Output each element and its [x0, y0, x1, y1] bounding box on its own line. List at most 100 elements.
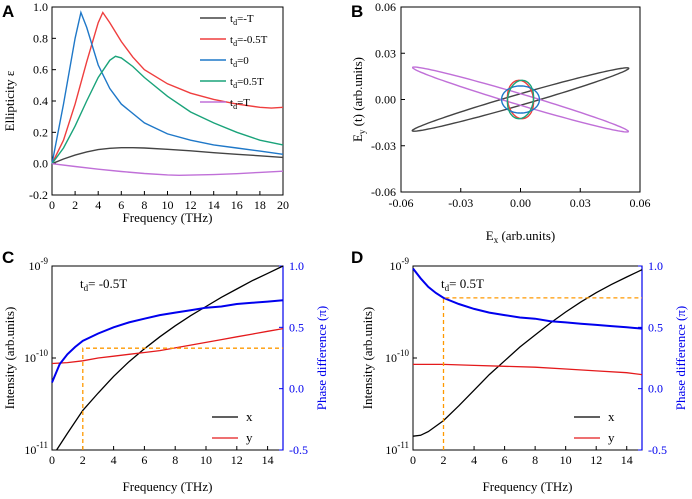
panel-b-xtick-label: 0.03: [570, 196, 591, 210]
panel-c-ytick-right-label: -0.5: [289, 443, 308, 457]
panel-d-series-y: [413, 363, 643, 376]
panel-c-series-x: [56, 265, 284, 451]
panel-letter-b: B: [351, 2, 363, 21]
panel-d-xtick-label: 4: [471, 453, 477, 467]
panel-d-ylabel-left: Intensity (arb.units): [360, 307, 375, 410]
panel-a-ytick-label: 0.4: [33, 94, 48, 108]
panel-d-ytick-exp: -10: [397, 348, 409, 358]
panel-c-ytick-left-label: 10-11: [24, 440, 48, 457]
panel-c-annotation: td= -0.5T: [80, 276, 127, 293]
panel-d-ytick-exp: -11: [397, 440, 409, 450]
panel-a-ytick-label: -0.2: [29, 188, 48, 202]
panel-a-xtick-label: 18: [254, 198, 266, 212]
panel-a-legend-label-3: td=0.5T: [230, 76, 264, 90]
legend-value: =T: [237, 97, 250, 109]
panel-c-ytick-right-label: 0.5: [289, 320, 304, 334]
panel-a-legend-label-0: td=-T: [230, 13, 254, 27]
panel-d-xlabel: Frequency (THz): [483, 479, 573, 494]
panel-d-ytick-right-label: 1.0: [648, 259, 663, 273]
panel-d-series-x: [412, 269, 643, 437]
panel-c-ytick-base: 10: [24, 443, 36, 457]
panel-c-ytick-right-label: 0.0: [289, 382, 304, 396]
panel-d-legend-label-x: x: [608, 409, 615, 424]
panel-c-series-guide: [82, 347, 283, 450]
legend-t: t: [230, 34, 233, 46]
panel-b-ylabel-sub: y: [357, 129, 367, 134]
panel-b-xlabel-sub: x: [494, 235, 499, 245]
panel-a-xtick-label: 0: [49, 198, 55, 212]
panel-a-ytick-label: 0.2: [33, 125, 48, 139]
panel-b-trajectory-0: [411, 67, 630, 132]
panel-c-xtick-label: 14: [262, 453, 274, 467]
panel-c-ylabel-left: Intensity (arb.units): [2, 307, 17, 410]
legend-t: t: [230, 76, 233, 88]
panel-a-xtick-label: 8: [141, 198, 147, 212]
panel-d-xtick-label: 10: [560, 453, 572, 467]
panel-c-ytick-exp: -11: [36, 440, 48, 450]
panel-b-xtick-label: -0.03: [448, 196, 473, 210]
legend-d: d: [233, 81, 237, 90]
panel-d-xtick-label: 8: [532, 453, 538, 467]
panel-d-intensity-phase-chart: 0 2 4 6 8 10 12 1410-1110-1010-9-0.50.00.51.0Fr…: [360, 256, 688, 494]
legend-t: t: [230, 13, 233, 25]
panel-b-xtick-label: 0.06: [630, 196, 651, 210]
panel-d-series-guide: [442, 297, 642, 450]
panel-c-xlabel: Frequency (THz): [123, 479, 213, 494]
panel-c-annotation-rest: = -0.5T: [88, 276, 127, 291]
panel-a-series-line-3: [51, 55, 284, 165]
legend-value: =-0.5T: [237, 34, 268, 46]
panel-c-ytick-left-label: 10-10: [24, 348, 48, 365]
panel-d-ytick-left-label: 10-9: [390, 256, 410, 273]
panel-d-ytick-right-label: -0.5: [648, 443, 667, 457]
panel-d-annotation-main: t: [441, 276, 445, 291]
panel-c-ytick-exp: -10: [36, 348, 48, 358]
panel-c-xtick-label: 4: [111, 453, 117, 467]
legend-d: d: [233, 60, 237, 69]
panel-a-xtick-label: 14: [208, 198, 220, 212]
panel-letter-a: A: [2, 2, 14, 21]
panel-b-trajectory-1: [412, 66, 629, 133]
panel-d-ytick-base: 10: [390, 259, 402, 273]
panel-c-ytick-base: 10: [24, 351, 36, 365]
legend-t: t: [230, 55, 233, 67]
panel-c-xtick-label: 0: [49, 453, 55, 467]
panel-b-ylabel-main: E: [350, 134, 365, 142]
panel-c-ytick-left-label: 10-9: [29, 256, 49, 273]
panel-d-xtick-label: 2: [441, 453, 447, 467]
panel-d-annotation-sub: d: [445, 283, 450, 293]
panel-c-annotation-sub: d: [84, 283, 89, 293]
panel-d-ytick-right-label: 0.5: [648, 320, 663, 334]
panel-a-ytick-label: 0.0: [33, 157, 48, 171]
panel-b-ytick-label: 0.00: [375, 93, 396, 107]
panel-a-legend-label-1: td=-0.5T: [230, 34, 268, 48]
panel-d-xtick-label: 0: [410, 453, 416, 467]
panel-b-xlabel: Ex (arb.units): [486, 228, 556, 245]
panel-c-ylabel-right: Phase difference (π): [314, 306, 329, 411]
panel-d-ytick-base: 10: [385, 443, 397, 457]
panel-a-xtick-label: 12: [185, 198, 197, 212]
legend-t: t: [230, 97, 233, 109]
legend-d: d: [233, 102, 237, 111]
panel-b-ytick-label: 0.06: [375, 0, 396, 14]
panel-b-field-trajectory-chart: -0.06 -0.03 0.00 0.03 0.06 -0.06 -0.03 0.00 0.03…: [350, 0, 651, 245]
panel-letter-d: D: [351, 248, 363, 267]
panel-a-ytick-label: 0.8: [33, 31, 48, 45]
panel-a-ellipticity-chart: 0 2 4 6 8 10 12 14 16 18 20 -0.2 0.0 0.2 0.4 0.6 0.8 1.0 F…: [2, 0, 289, 225]
panel-c-xtick-label: 6: [141, 453, 147, 467]
panel-a-series-line-4: [51, 163, 284, 177]
panel-b-trajectory-2: [506, 79, 535, 120]
panel-a-series-line-0: [51, 147, 284, 165]
panel-letter-c: C: [2, 248, 14, 267]
legend-d: d: [233, 39, 237, 48]
panel-d-ytick-left-label: 10-10: [385, 348, 409, 365]
panel-a-ylabel: Ellipticity ε: [2, 70, 17, 131]
panel-a-xtick-label: 2: [72, 198, 78, 212]
panel-a-legend-label-4: td=T: [230, 97, 250, 111]
panel-b-xtick-label: 0.00: [510, 196, 531, 210]
panel-a-series-line-1: [51, 11, 284, 165]
panel-d-xtick-label: 14: [621, 453, 633, 467]
panel-b-xtick-label: -0.06: [389, 196, 414, 210]
panel-c-ytick-exp: -9: [41, 256, 49, 266]
panel-d-series-phase: [412, 267, 643, 330]
